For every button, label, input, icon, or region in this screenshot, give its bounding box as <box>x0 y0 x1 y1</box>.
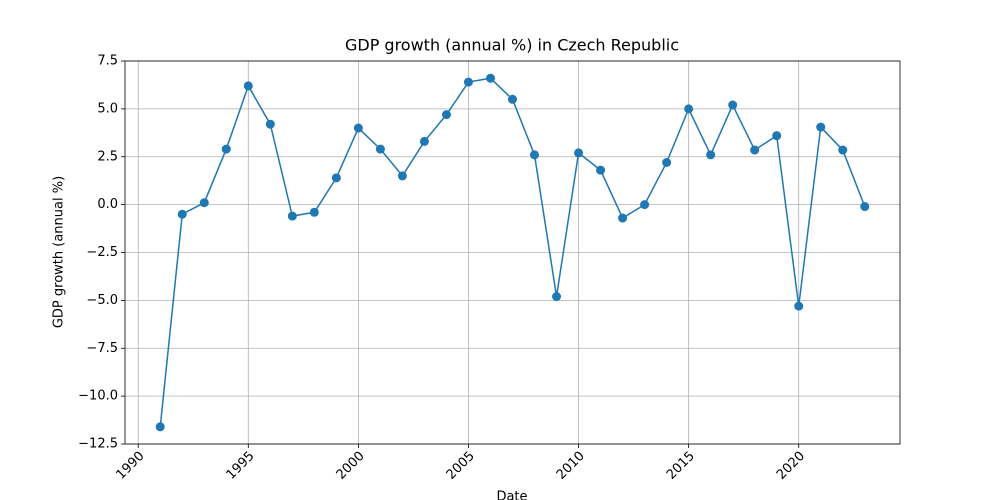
x-axis-label: Date <box>496 490 527 500</box>
data-point <box>463 77 473 87</box>
y-tick-label: 2.5 <box>97 149 118 164</box>
data-point <box>243 81 253 91</box>
data-point <box>640 200 650 210</box>
data-point <box>177 209 187 219</box>
data-point <box>706 150 716 160</box>
data-point <box>353 123 363 133</box>
data-point <box>838 145 848 155</box>
y-tick-label: −5.0 <box>86 293 118 308</box>
y-axis-label: GDP growth (annual %) <box>52 176 67 328</box>
data-point <box>375 144 385 154</box>
data-point <box>684 104 694 114</box>
y-tick-label: −12.5 <box>78 437 118 452</box>
data-point <box>728 100 738 110</box>
data-point <box>662 157 672 167</box>
data-point <box>552 292 562 302</box>
data-point <box>287 211 297 221</box>
data-point <box>331 173 341 183</box>
data-point <box>794 301 804 311</box>
data-point <box>596 165 606 175</box>
data-point <box>530 150 540 160</box>
y-tick-label: 7.5 <box>97 54 118 69</box>
data-point <box>419 136 429 146</box>
data-point <box>309 207 319 217</box>
data-point <box>485 73 495 83</box>
plot-frame <box>124 60 901 445</box>
data-point <box>772 131 782 141</box>
y-tick-label: 0.0 <box>97 197 118 212</box>
data-point <box>265 119 275 129</box>
y-tick-label: −7.5 <box>86 341 118 356</box>
y-tick-label: −2.5 <box>86 245 118 260</box>
data-point <box>618 213 628 223</box>
data-point <box>221 144 231 154</box>
chart-title: GDP growth (annual %) in Czech Republic <box>345 36 679 55</box>
data-point <box>155 422 165 432</box>
y-tick-label: 5.0 <box>97 101 118 116</box>
data-point <box>508 94 517 104</box>
data-point <box>816 122 826 132</box>
data-point <box>397 171 407 181</box>
data-point <box>441 110 451 120</box>
data-point <box>750 145 760 155</box>
y-tick-label: −10.0 <box>78 389 118 404</box>
data-point <box>860 202 870 212</box>
data-point <box>574 148 584 158</box>
data-point <box>199 198 209 208</box>
